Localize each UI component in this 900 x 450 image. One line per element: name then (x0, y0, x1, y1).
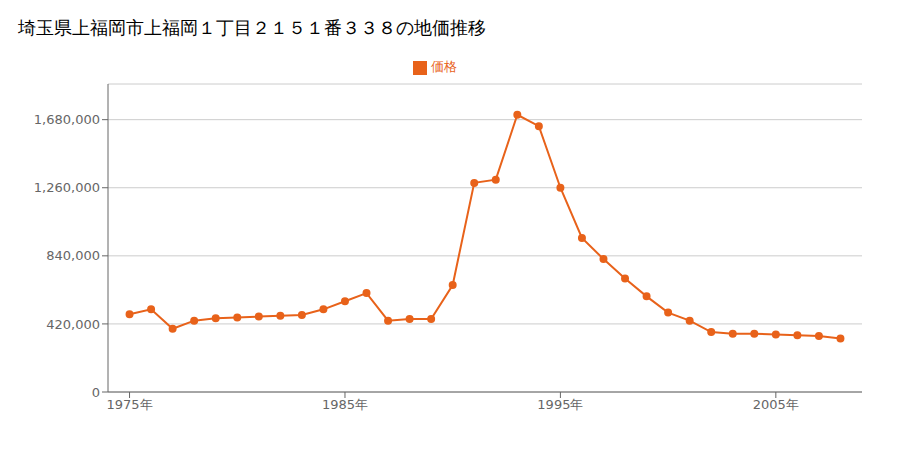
svg-text:1,680,000: 1,680,000 (34, 112, 100, 127)
svg-text:420,000: 420,000 (46, 317, 100, 332)
svg-text:1985年: 1985年 (322, 397, 368, 412)
html-text:埼玉県上福岡市上福岡１丁目２１５１番３３８の地価推移: 埼玉県上福岡市上福岡１丁目２１５１番３３８の地価推移 (18, 17, 486, 38)
svg-text:0: 0 (92, 385, 100, 400)
svg-text:1,260,000: 1,260,000 (34, 180, 100, 195)
svg-text:2005年: 2005年 (753, 397, 799, 412)
svg-text:1995年: 1995年 (537, 397, 583, 412)
svg-text:1975年: 1975年 (106, 397, 152, 412)
html-text:価格: 価格 (431, 59, 457, 74)
svg-text:840,000: 840,000 (46, 248, 100, 263)
